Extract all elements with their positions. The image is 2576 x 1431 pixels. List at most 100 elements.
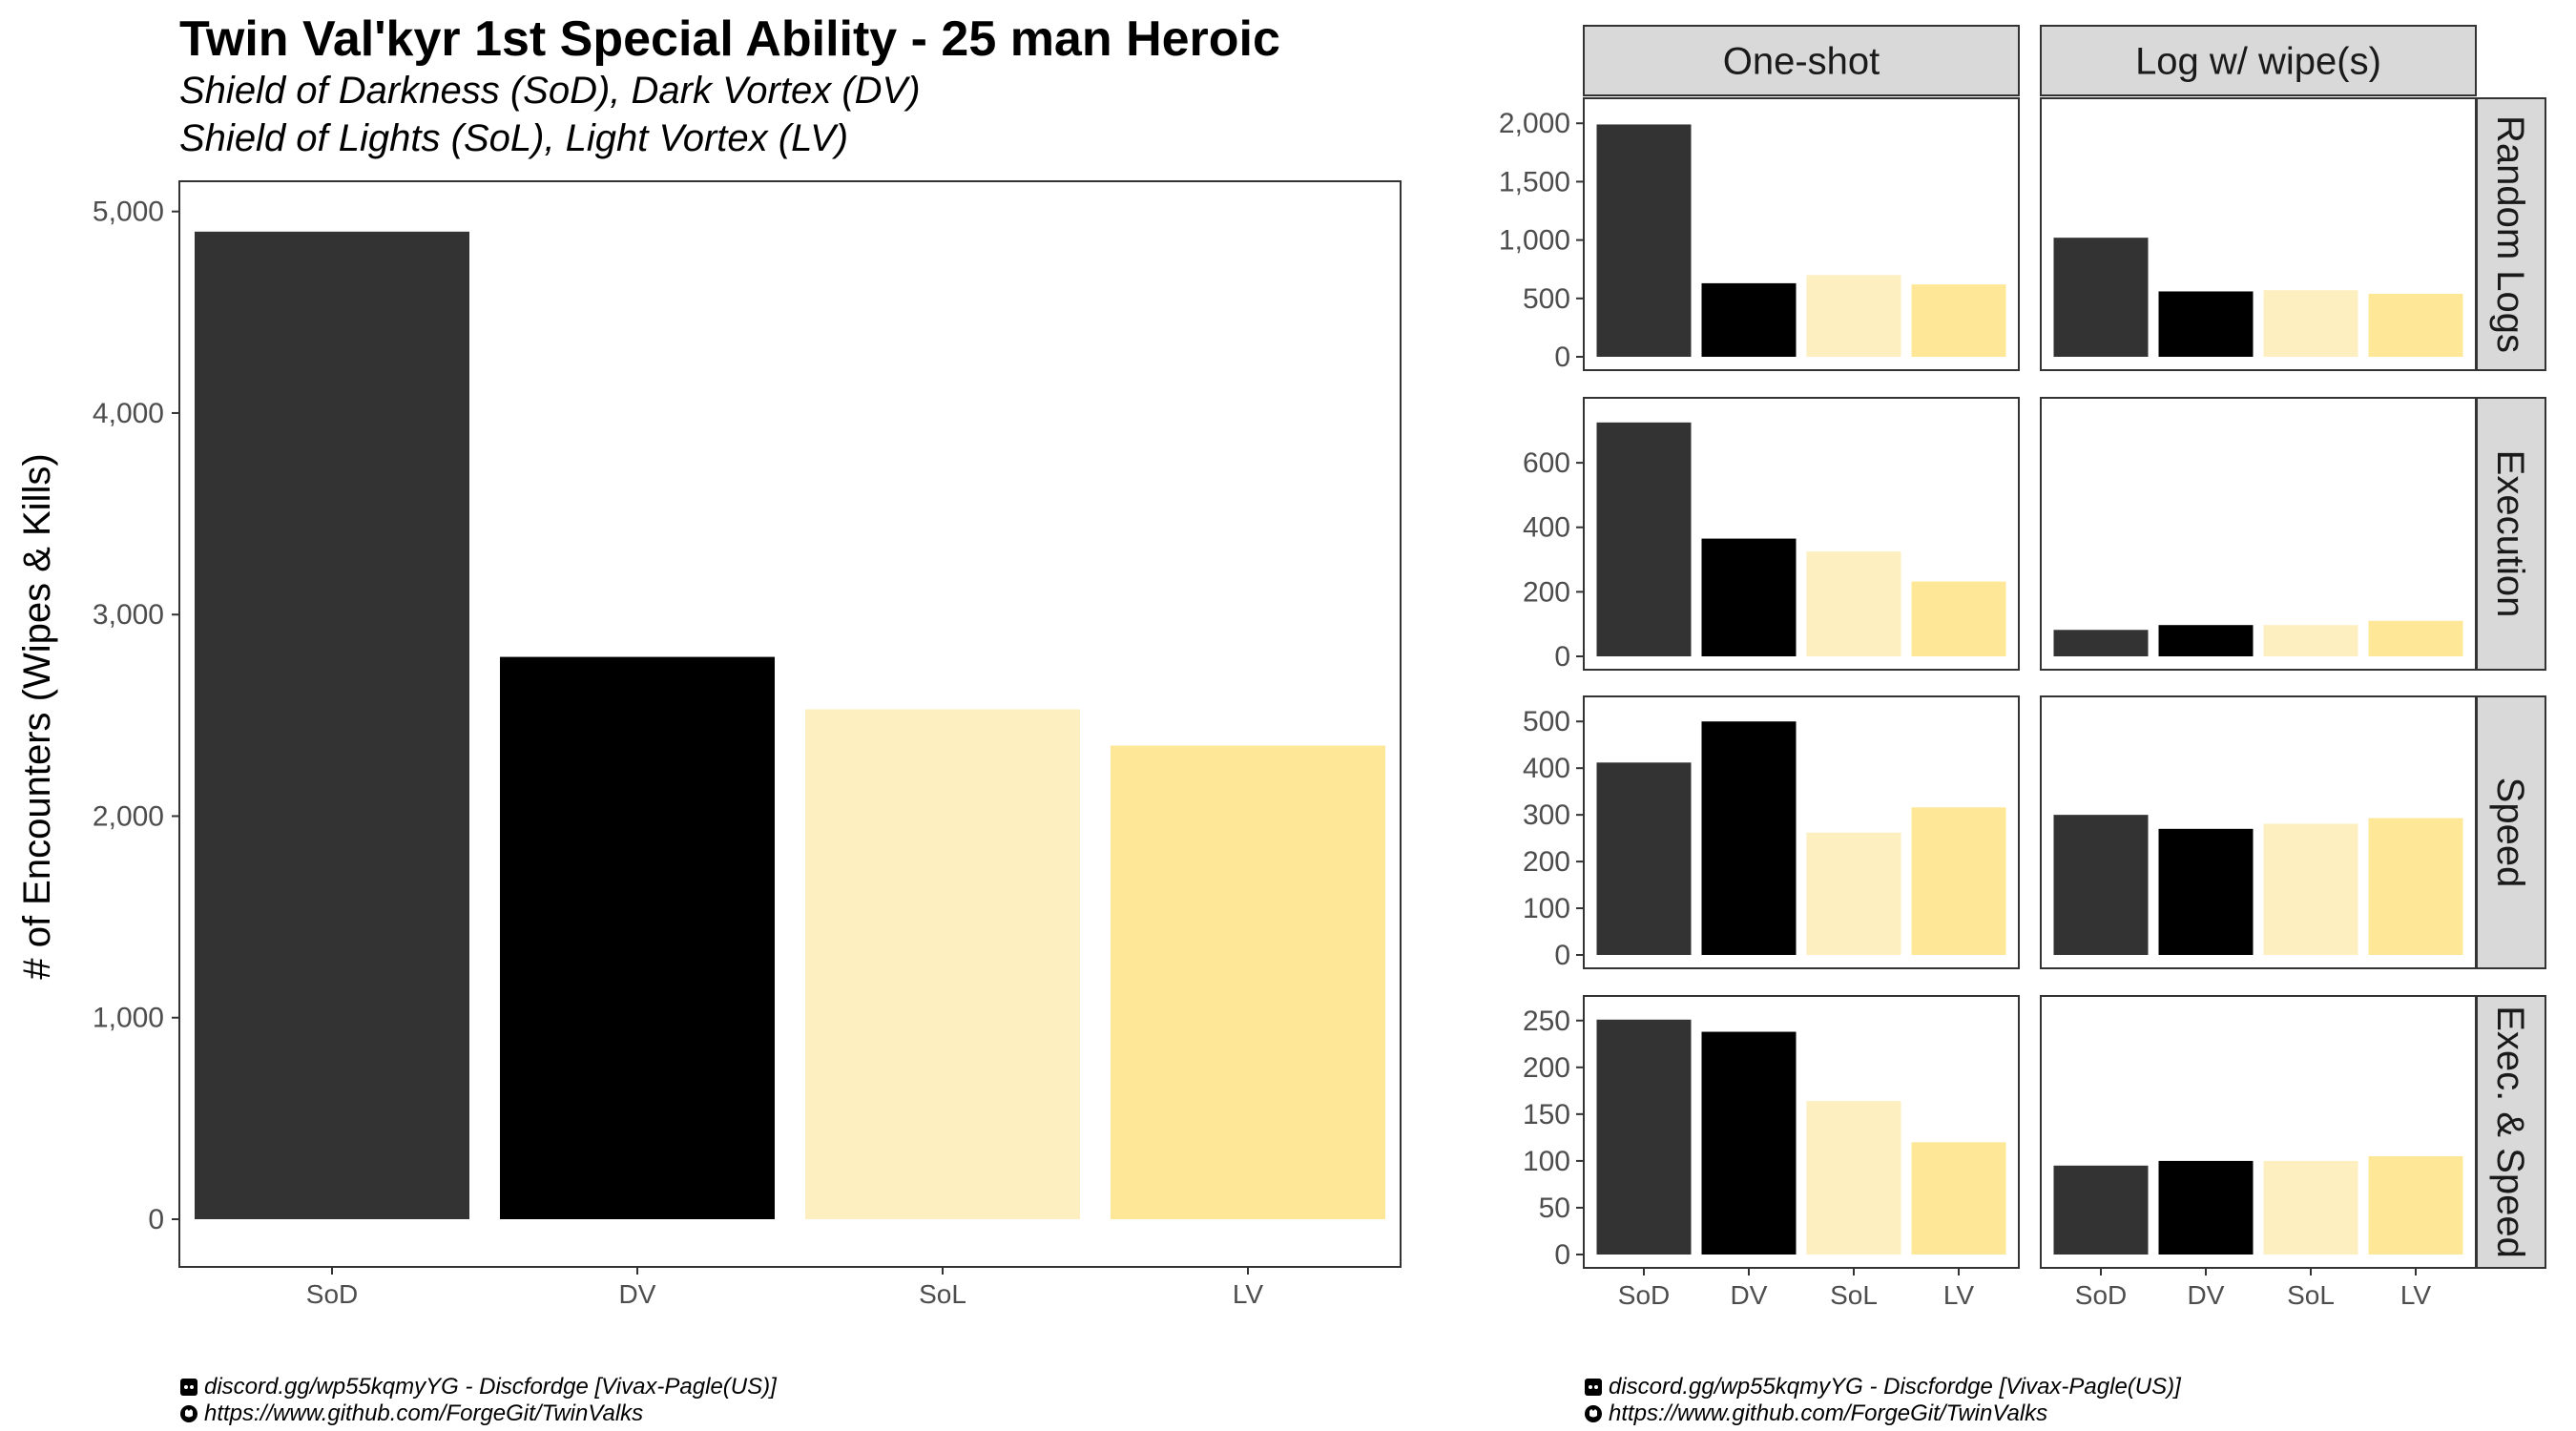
y-tick-label: 400 [1523,512,1570,544]
bar-LV [2368,293,2463,357]
column-strip [1583,25,2020,96]
discord-icon [180,1379,197,1396]
x-tick-label: SoD [306,1279,358,1309]
y-tick-label: 500 [1523,706,1570,737]
y-tick-label: 0 [1554,1239,1570,1271]
bar-SoL [2263,290,2358,357]
bar-DV [2158,1160,2254,1255]
github-credit: https://www.github.com/ForgeGit/TwinValk… [179,1400,777,1427]
y-tick-label: 4,000 [93,398,164,429]
y-tick-label: 2,000 [93,800,164,832]
y-tick-label: 0 [148,1204,164,1235]
discord-credit: discord.gg/wp55kqmyYG - Discfordge [Viva… [1584,1374,2181,1400]
bar-SoL [1806,275,1901,357]
bar-SoL [1806,551,1901,656]
facet-grid-plot: One-shot Log w/ wipe(s)Random Logs05001,0… [1499,25,2546,1310]
row-strip-label: Speed [2489,778,2531,888]
chart-subtitle-line-2: Shield of Lights (SoL), Light Vortex (LV… [179,117,848,159]
bar-LV [1911,581,2006,656]
bar-SoL [2263,1160,2358,1255]
bar-SoD [1596,124,1692,357]
github-credit-text: https://www.github.com/ForgeGit/TwinValk… [1609,1400,2048,1426]
x-tick-label: DV [2188,1280,2225,1310]
row-strip-label: Exec. & Speed [2489,1006,2531,1258]
discord-credit: discord.gg/wp55kqmyYG - Discfordge [Viva… [179,1374,777,1400]
credits-left: discord.gg/wp55kqmyYG - Discfordge [Viva… [179,1374,777,1427]
y-tick-label: 200 [1523,1052,1570,1084]
bar-LV [1111,745,1385,1219]
x-tick-label: DV [1731,1280,1768,1310]
y-tick-label: 100 [1523,1146,1570,1177]
y-tick-label: 2,000 [1499,108,1570,139]
y-tick-label: 100 [1523,893,1570,924]
y-tick-label: 5,000 [93,197,164,228]
x-tick-label: LV [2400,1280,2431,1310]
bar-SoL [2263,625,2358,656]
y-tick-label: 0 [1554,342,1570,373]
bar-SoD [2053,630,2149,656]
y-tick-label: 500 [1523,283,1570,315]
x-tick-label: SoD [1618,1280,1670,1310]
y-tick-label: 50 [1539,1192,1570,1224]
bar-LV [2368,1156,2463,1255]
y-tick-label: 300 [1523,799,1570,831]
discord-credit-text: discord.gg/wp55kqmyYG - Discfordge [Viva… [204,1374,777,1400]
bar-SoD [1596,762,1692,955]
bar-SoD [2053,1165,2149,1255]
x-tick-label: DV [619,1279,656,1309]
bar-LV [1911,807,2006,955]
bar-SoD [2053,238,2149,357]
x-tick-label: SoD [2075,1280,2127,1310]
y-tick-label: 1,500 [1499,166,1570,197]
bar-LV [2368,620,2463,656]
x-tick-label: SoL [919,1279,966,1309]
y-tick-label: 150 [1523,1099,1570,1130]
y-tick-label: 250 [1523,1006,1570,1037]
bar-DV [500,656,775,1219]
y-tick-label: 200 [1523,576,1570,608]
bar-DV [2158,291,2254,357]
column-strip-label: One-shot [1723,41,1880,83]
bar-DV [1701,721,1797,955]
x-tick-label: LV [1943,1280,1974,1310]
plot-frame [178,180,1402,1268]
x-tick-label: SoL [2287,1280,2335,1310]
bar-DV [1701,1031,1797,1255]
y-tick-label: 600 [1523,447,1570,479]
y-tick-label: 1,000 [93,1003,164,1034]
row-strip-label: Random Logs [2489,115,2531,353]
y-axis-title: # of Encounters (Wipes & Kills) [16,453,58,979]
row-strip [2476,695,2546,969]
bar-SoD [1596,1019,1692,1255]
chart-subtitle-line-1: Shield of Darkness (SoD), Dark Vortex (D… [179,70,921,112]
x-tick-label: LV [1233,1279,1263,1309]
row-strip-label: Execution [2489,450,2531,618]
discord-icon [1585,1379,1602,1396]
row-strip [2476,397,2546,671]
bar-SoD [2053,815,2149,955]
bar-DV [1701,538,1797,656]
column-strip-label: Log w/ wipe(s) [2135,41,2381,83]
bar-SoD [195,231,469,1219]
bar-SoL [1806,832,1901,955]
main-plot: SoD DV SoL LV 0 1,000 2,000 3,000 4,000 5,000 # of… [16,180,1402,1309]
github-credit-text: https://www.github.com/ForgeGit/TwinValk… [204,1400,644,1426]
bar-SoL [1806,1101,1901,1255]
github-credit: https://www.github.com/ForgeGit/TwinValk… [1584,1400,2181,1427]
bar-DV [1701,282,1797,357]
y-tick-label: 3,000 [93,599,164,631]
y-tick-label: 200 [1523,846,1570,878]
github-icon [1585,1405,1602,1422]
bar-SoL [805,709,1080,1219]
bar-SoL [2263,823,2358,955]
bar-SoD [1596,422,1692,656]
bar-DV [2158,625,2254,656]
credits-right: discord.gg/wp55kqmyYG - Discfordge [Viva… [1584,1374,2181,1427]
y-tick-label: 0 [1554,940,1570,971]
bar-LV [1911,284,2006,357]
y-tick-label: 0 [1554,641,1570,673]
github-icon [180,1405,197,1422]
row-strip [2476,995,2546,1269]
bar-DV [2158,828,2254,955]
